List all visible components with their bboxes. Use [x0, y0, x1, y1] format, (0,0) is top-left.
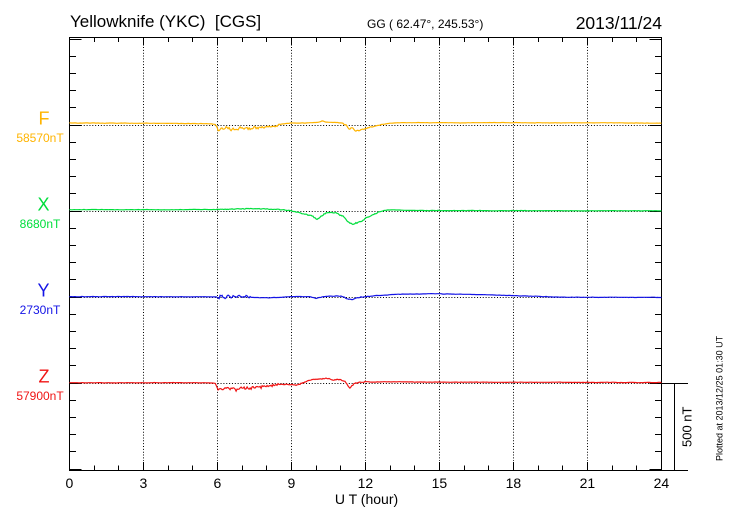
- svg-text:0: 0: [66, 475, 74, 491]
- svg-text:U T (hour): U T (hour): [335, 491, 398, 507]
- svg-text:Y: Y: [37, 281, 49, 301]
- svg-text:15: 15: [432, 475, 448, 491]
- svg-text:Yellowknife (YKC) [CGS]: Yellowknife (YKC) [CGS]: [70, 12, 261, 31]
- svg-text:F: F: [39, 109, 50, 129]
- svg-text:21: 21: [580, 475, 596, 491]
- svg-text:Z: Z: [39, 367, 50, 387]
- svg-text:Plotted at 2013/12/25 01:30 UT: Plotted at 2013/12/25 01:30 UT: [715, 335, 725, 461]
- svg-text:24: 24: [654, 475, 670, 491]
- svg-text:57900nT: 57900nT: [16, 389, 64, 403]
- svg-text:8680nT: 8680nT: [20, 217, 61, 231]
- svg-text:500 nT: 500 nT: [680, 406, 695, 447]
- svg-text:2013/11/24: 2013/11/24: [576, 13, 663, 33]
- svg-text:X: X: [37, 195, 49, 215]
- svg-text:6: 6: [214, 475, 222, 491]
- svg-text:12: 12: [358, 475, 374, 491]
- svg-text:3: 3: [140, 475, 148, 491]
- svg-text:9: 9: [288, 475, 296, 491]
- svg-text:58570nT: 58570nT: [16, 131, 64, 145]
- svg-text:GG ( 62.47°, 245.53°): GG ( 62.47°, 245.53°): [367, 17, 483, 31]
- svg-text:2730nT: 2730nT: [20, 303, 61, 317]
- svg-text:18: 18: [506, 475, 522, 491]
